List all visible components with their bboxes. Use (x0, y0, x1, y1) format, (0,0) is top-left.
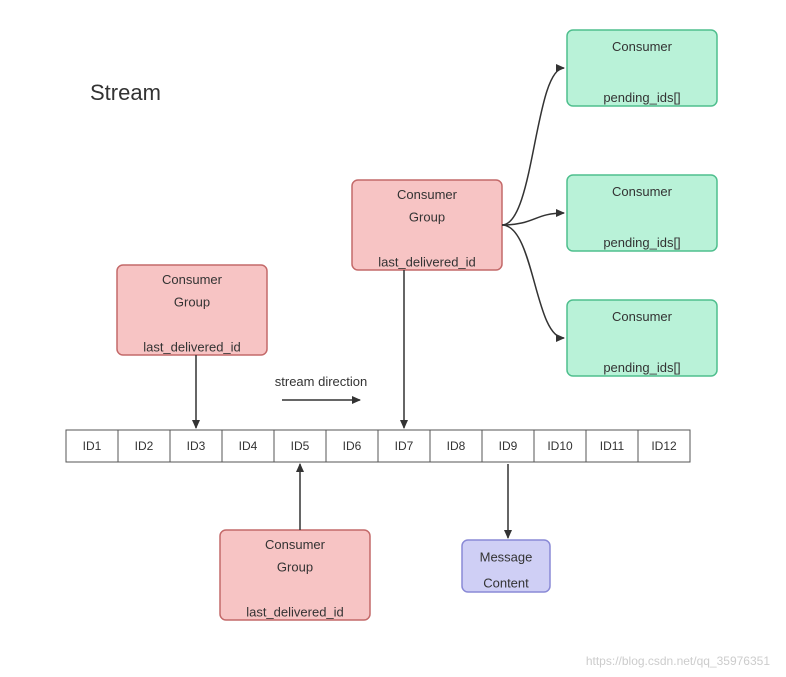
stream-cell-label: ID12 (651, 439, 677, 453)
message-content-box-line: Content (483, 576, 529, 591)
watermark: https://blog.csdn.net/qq_35976351 (586, 654, 770, 668)
consumer-box-line: pending_ids[] (603, 235, 680, 250)
consumer-box-line: pending_ids[] (603, 360, 680, 375)
stream-cell-label: ID4 (239, 439, 258, 453)
message-content-box-line: Message (480, 550, 533, 565)
consumer-box-line: pending_ids[] (603, 90, 680, 105)
consumer-group-box-line: Group (277, 560, 313, 575)
consumer-group-box: Consumer Group last_delivered_id (117, 265, 267, 355)
diagram-title: Stream (90, 80, 161, 105)
consumer-group-box-line: Consumer (265, 537, 326, 552)
stream-cell-label: ID11 (600, 439, 625, 453)
stream-cell-label: ID7 (395, 439, 414, 453)
stream-direction-label: stream direction (275, 374, 367, 389)
stream-cell-label: ID10 (547, 439, 573, 453)
consumer-box: Consumer pending_ids[] (567, 30, 717, 106)
stream-cell-label: ID1 (83, 439, 102, 453)
consumer-group-box-line: Group (409, 210, 445, 225)
consumer-group-box-line: last_delivered_id (246, 605, 344, 620)
stream-cell-label: ID6 (343, 439, 362, 453)
message-content-box: Message Content (462, 540, 550, 592)
consumer-group-box-line: last_delivered_id (378, 255, 476, 270)
stream-cell-label: ID5 (291, 439, 310, 453)
stream-cell-label: ID8 (447, 439, 466, 453)
consumer-group-box-line: last_delivered_id (143, 340, 241, 355)
consumer-group-box: Consumer Group last_delivered_id (352, 180, 502, 270)
stream-cell-label: ID2 (135, 439, 154, 453)
consumer-group-box-line: Consumer (162, 272, 223, 287)
consumer-box-line: Consumer (612, 184, 673, 199)
consumer-box: Consumer pending_ids[] (567, 300, 717, 376)
consumer-group-box-line: Consumer (397, 187, 458, 202)
stream-cell-label: ID9 (499, 439, 518, 453)
consumer-box: Consumer pending_ids[] (567, 175, 717, 251)
consumer-box-line: Consumer (612, 39, 673, 54)
consumer-group-box: Consumer Group last_delivered_id (220, 530, 370, 620)
group-to-consumer-arrow (502, 225, 564, 338)
group-to-consumer-arrow (502, 68, 564, 225)
stream-cell-label: ID3 (187, 439, 206, 453)
consumer-group-box-line: Group (174, 295, 210, 310)
consumer-box-line: Consumer (612, 309, 673, 324)
